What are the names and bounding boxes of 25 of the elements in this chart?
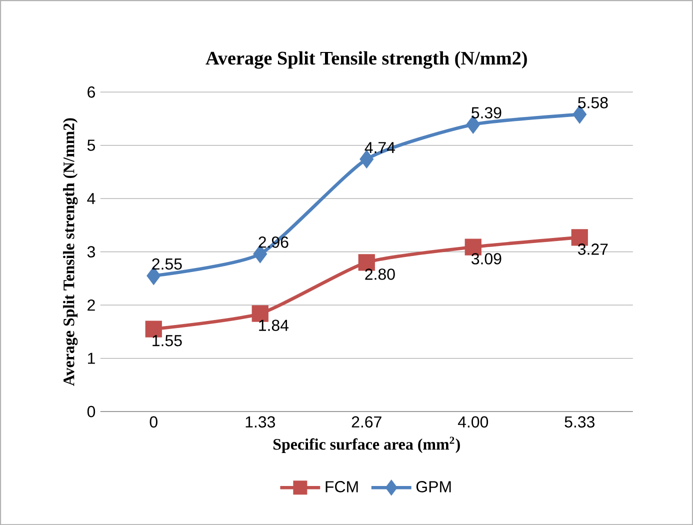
y-tick-label: 1: [88, 352, 95, 364]
data-label: 3.27: [578, 243, 608, 255]
x-axis-title: Specific surface area (mm$^{2}$): [273, 436, 460, 453]
chart-title: Average Split Tensile strength (N/mm2): [206, 51, 527, 69]
x-tick-label: 5.33: [564, 416, 594, 428]
x-tick-label: 0: [150, 416, 158, 428]
data-label: 2.80: [365, 268, 395, 280]
legend-label: GPM: [416, 480, 451, 492]
data-label: 1.55: [152, 335, 182, 346]
x-tick-label: 2.67: [352, 416, 382, 428]
y-tick-label: 6: [88, 86, 95, 98]
y-tick-label: 0: [87, 406, 96, 418]
x-tick-label: 1.33: [246, 416, 275, 428]
y-tick-label: 5: [87, 140, 95, 151]
y-axis-title: Average Split Tensile strength (N/mm2): [63, 118, 78, 386]
y-tick-label: 3: [87, 246, 95, 258]
data-label: 5.39: [472, 107, 502, 118]
legend-label: FCM: [326, 480, 358, 492]
data-label: 1.84: [259, 320, 289, 331]
data-label: 3.09: [472, 253, 502, 264]
data-label: 2.55: [152, 258, 182, 270]
y-tick-label: 4: [87, 192, 96, 204]
x-tick-label: 4.00: [458, 416, 488, 428]
y-tick-label: 2: [88, 299, 95, 311]
data-label: 5.58: [578, 96, 608, 108]
